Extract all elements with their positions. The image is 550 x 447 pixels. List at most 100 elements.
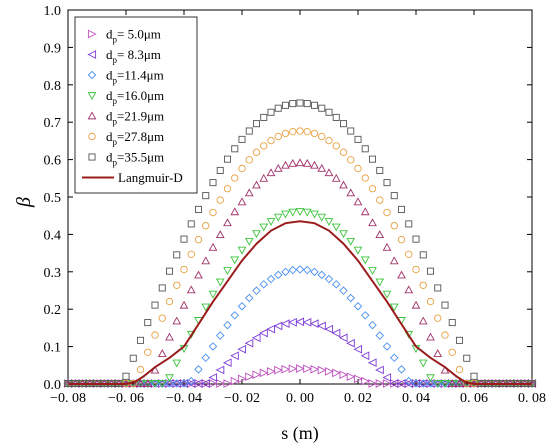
- y-axis: 0.0 0.1 0.2 0.3 0.4 0.5 0.6 0.7 0.8 0.9 1.0: [44, 4, 532, 393]
- data-point: [303, 364, 312, 374]
- data-point: [223, 267, 232, 275]
- data-point: [273, 321, 283, 331]
- data-point: [274, 132, 282, 141]
- y-tick-label: 0.3: [44, 266, 62, 281]
- data-point: [302, 317, 312, 327]
- x-tick-label: −0. 08: [50, 391, 86, 406]
- data-point: [194, 270, 203, 279]
- data-point: [361, 145, 369, 153]
- data-point: [303, 100, 311, 108]
- data-point: [346, 293, 355, 303]
- data-point: [309, 319, 319, 328]
- data-point: [448, 348, 456, 356]
- data-point: [368, 184, 377, 193]
- data-point: [266, 218, 276, 226]
- data-point: [353, 302, 363, 311]
- data-point: [288, 364, 298, 374]
- data-point: [216, 331, 225, 340]
- data-point: [346, 338, 355, 348]
- data-point: [144, 319, 152, 327]
- data-point: [237, 344, 247, 354]
- data-point: [237, 246, 247, 255]
- legend-label: dp= 8.3μm: [106, 47, 161, 65]
- data-point: [230, 351, 239, 361]
- data-point: [231, 145, 239, 153]
- x-axis-title: s (m): [281, 423, 319, 444]
- data-point: [317, 163, 327, 172]
- data-point: [383, 179, 391, 187]
- data-point: [353, 374, 363, 384]
- data-point: [367, 358, 377, 368]
- data-point: [223, 184, 232, 193]
- data-point: [150, 380, 160, 389]
- data-point: [208, 373, 218, 382]
- legend-label: dp=27.8μm: [106, 129, 164, 147]
- data-point: [245, 293, 254, 303]
- data-point: [216, 166, 224, 174]
- data-point: [244, 338, 254, 348]
- data-point: [165, 379, 174, 388]
- data-point: [274, 365, 283, 375]
- data-point: [295, 208, 305, 216]
- data-point: [310, 364, 320, 374]
- data-point: [412, 265, 420, 274]
- data-point: [267, 108, 275, 116]
- legend: dp= 5.0μm dp= 8.3μm dp=11.4μm dp=16.0μm dp=2…: [74, 16, 198, 194]
- x-tick-label: −0. 06: [108, 391, 144, 406]
- data-point: [281, 210, 290, 219]
- data-point: [266, 324, 276, 334]
- data-point: [354, 164, 362, 173]
- data-point: [208, 242, 218, 251]
- legend-label: dp=21.9μm: [106, 109, 164, 127]
- legend-box: [74, 16, 198, 194]
- data-point: [238, 164, 246, 173]
- data-point: [151, 331, 159, 339]
- data-point: [463, 354, 471, 362]
- data-point: [361, 376, 370, 386]
- data-point: [273, 213, 283, 222]
- y-tick-label: 0.9: [44, 41, 62, 56]
- data-point: [186, 330, 196, 339]
- legend-label: dp=11.4μm: [106, 68, 164, 86]
- data-point: [426, 374, 435, 383]
- data-point: [360, 207, 370, 216]
- data-point: [382, 290, 392, 299]
- data-point: [201, 353, 210, 363]
- data-point: [375, 365, 384, 375]
- y-tick-label: 0.8: [44, 79, 62, 94]
- data-point: [426, 297, 435, 306]
- data-point: [288, 317, 297, 327]
- data-point: [331, 223, 341, 232]
- data-point: [376, 196, 384, 204]
- data-point: [266, 168, 276, 177]
- data-point: [324, 218, 334, 226]
- data-point: [397, 205, 406, 213]
- data-point: [194, 235, 203, 244]
- y-tick-label: 1.0: [44, 4, 62, 19]
- data-point: [136, 378, 145, 387]
- data-point: [223, 155, 232, 163]
- data-point: [173, 281, 181, 289]
- data-point: [303, 265, 312, 275]
- data-point: [237, 302, 247, 311]
- data-point: [405, 250, 413, 258]
- data-point: [339, 286, 348, 295]
- legend-marker: [87, 92, 97, 101]
- data-point: [180, 235, 188, 243]
- data-point: [165, 267, 174, 275]
- data-point: [426, 379, 435, 388]
- legend-marker: [87, 29, 97, 39]
- data-point: [280, 319, 290, 328]
- data-point: [441, 331, 449, 339]
- curve-layer: [68, 220, 532, 385]
- data-point: [397, 270, 406, 279]
- data-point: [295, 265, 305, 274]
- data-point: [419, 251, 427, 259]
- data-point: [324, 367, 334, 376]
- data-point: [302, 208, 312, 217]
- data-point: [187, 376, 196, 386]
- data-point: [433, 349, 443, 357]
- data-point: [317, 321, 326, 331]
- data-point: [230, 256, 240, 265]
- y-tick-label: 0.7: [44, 116, 62, 131]
